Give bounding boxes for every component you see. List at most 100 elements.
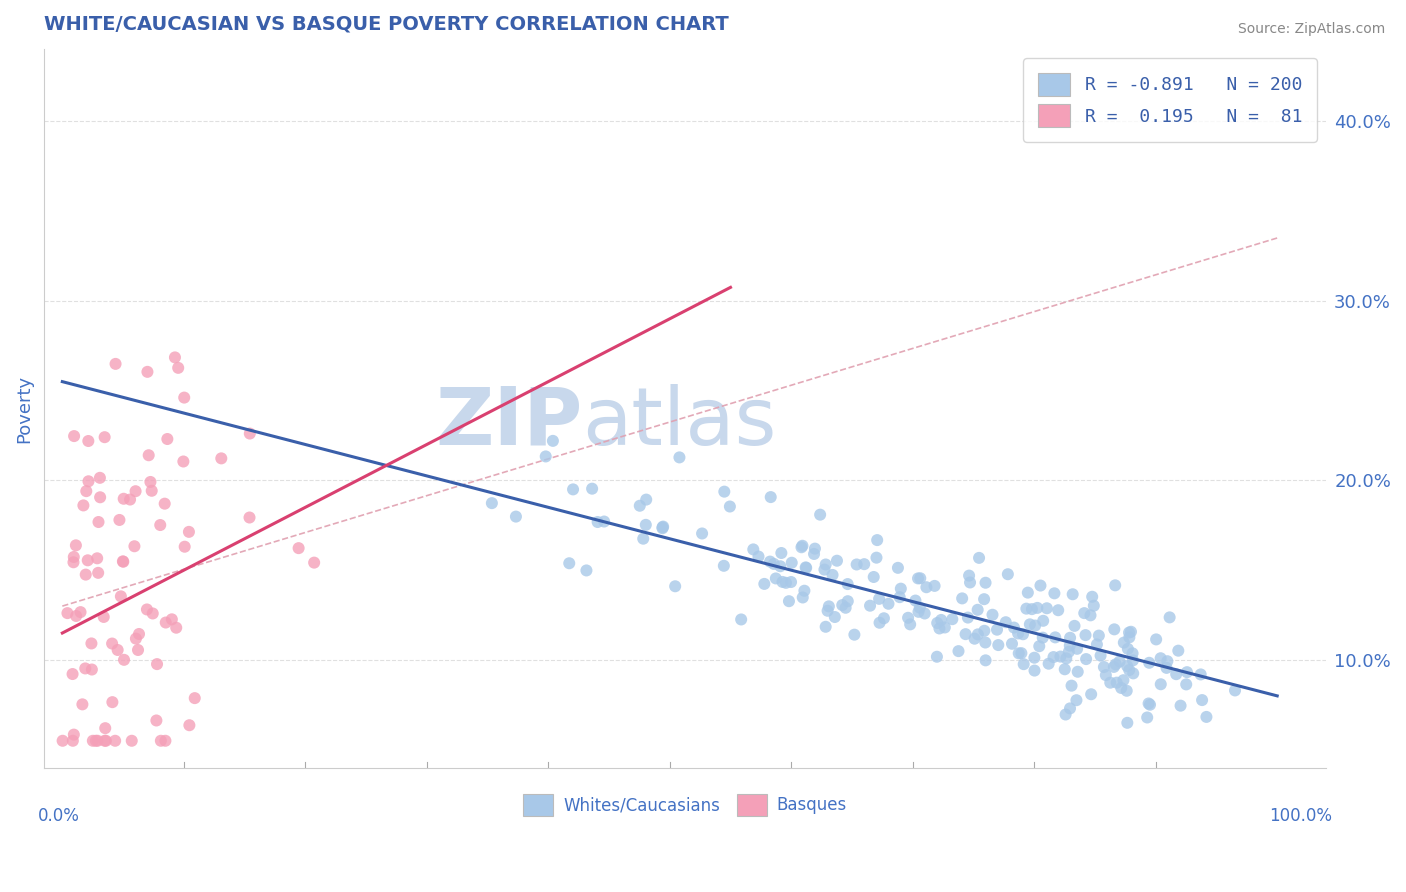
Point [966, 603, 988, 617]
Point [76, 553, 98, 567]
Point [1074, 628, 1097, 642]
Point [1002, 621, 1025, 635]
Point [974, 635, 997, 649]
Point [1001, 637, 1024, 651]
Point [759, 555, 782, 569]
Point [586, 515, 609, 529]
Point [974, 653, 997, 667]
Point [1159, 610, 1181, 624]
Point [747, 549, 769, 564]
Text: WHITE/CAUCASIAN VS BASQUE POVERTY CORRELATION CHART: WHITE/CAUCASIAN VS BASQUE POVERTY CORREL… [44, 15, 728, 34]
Point [1054, 707, 1077, 722]
Point [914, 607, 936, 621]
Point [72, 499, 94, 513]
Point [713, 558, 735, 573]
Point [837, 577, 859, 591]
Point [1118, 663, 1140, 677]
Point [1028, 639, 1050, 653]
Point [142, 607, 165, 621]
Point [104, 733, 127, 747]
Point [287, 541, 309, 556]
Point [63, 429, 86, 443]
Point [814, 558, 837, 572]
Point [963, 632, 986, 646]
Point [84, 733, 107, 747]
Point [1074, 652, 1097, 666]
Point [974, 575, 997, 590]
Point [112, 555, 135, 569]
Point [1085, 637, 1108, 651]
Point [887, 561, 910, 575]
Point [769, 559, 792, 574]
Point [865, 550, 887, 565]
Point [562, 483, 585, 497]
Point [1080, 608, 1102, 623]
Point [1083, 599, 1105, 613]
Point [762, 557, 785, 571]
Point [1115, 683, 1137, 698]
Point [558, 556, 581, 570]
Point [1189, 667, 1212, 681]
Point [239, 426, 262, 441]
Point [981, 607, 1004, 622]
Point [808, 508, 831, 522]
Point [541, 434, 564, 448]
Point [934, 620, 956, 634]
Point [1102, 660, 1125, 674]
Point [1104, 578, 1126, 592]
Point [124, 539, 146, 553]
Point [957, 568, 980, 582]
Point [141, 483, 163, 498]
Point [136, 365, 159, 379]
Point [636, 492, 658, 507]
Point [941, 612, 963, 626]
Point [825, 554, 848, 568]
Point [77, 475, 100, 489]
Point [778, 594, 800, 608]
Legend: Whites/Caucasians, Basques: Whites/Caucasians, Basques [515, 786, 855, 824]
Point [89, 471, 111, 485]
Point [915, 580, 938, 594]
Point [153, 497, 176, 511]
Point [1008, 646, 1031, 660]
Point [1156, 661, 1178, 675]
Point [1024, 664, 1046, 678]
Point [146, 657, 169, 672]
Point [904, 593, 927, 607]
Point [238, 510, 260, 524]
Point [924, 579, 946, 593]
Point [136, 602, 159, 616]
Point [966, 627, 988, 641]
Point [108, 513, 131, 527]
Point [1116, 641, 1139, 656]
Point [127, 643, 149, 657]
Point [1032, 631, 1054, 645]
Point [1092, 660, 1115, 674]
Point [869, 615, 891, 630]
Point [62, 667, 84, 681]
Point [75, 484, 97, 499]
Text: atlas: atlas [582, 384, 776, 462]
Point [1116, 715, 1139, 730]
Point [1118, 630, 1140, 644]
Point [1024, 650, 1046, 665]
Point [986, 623, 1008, 637]
Point [890, 582, 912, 596]
Point [873, 611, 896, 625]
Point [889, 590, 911, 604]
Point [1026, 600, 1049, 615]
Point [780, 574, 803, 589]
Point [775, 575, 797, 590]
Point [690, 526, 713, 541]
Point [1090, 648, 1112, 663]
Point [65, 609, 87, 624]
Point [1149, 651, 1171, 665]
Point [1137, 656, 1160, 670]
Point [994, 615, 1017, 630]
Point [780, 556, 803, 570]
Point [163, 351, 186, 365]
Point [1012, 657, 1035, 672]
Point [481, 496, 503, 510]
Point [803, 547, 825, 561]
Point [834, 600, 856, 615]
